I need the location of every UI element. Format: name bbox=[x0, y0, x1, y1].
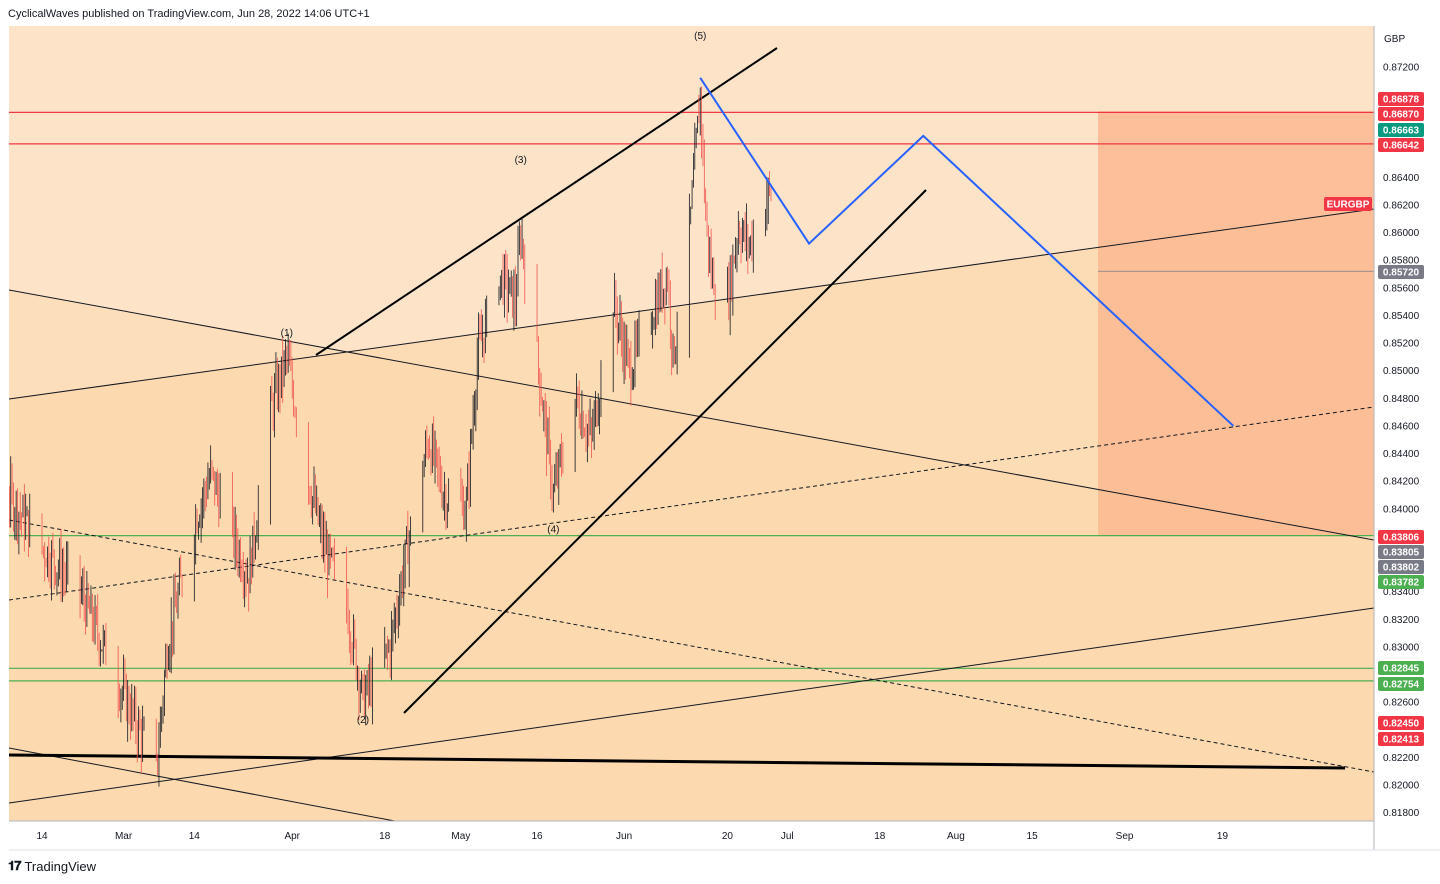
price-badge[interactable] bbox=[1378, 138, 1424, 152]
time-tick-label: 18 bbox=[379, 831, 391, 842]
price-badge[interactable] bbox=[1378, 575, 1424, 589]
price-badge-label: 0.85720 bbox=[1383, 268, 1420, 279]
wave-label: (5) bbox=[694, 31, 706, 42]
price-tick-label: 0.85400 bbox=[1383, 311, 1420, 322]
price-badge-label: 0.86870 bbox=[1383, 110, 1420, 121]
lower-descending-line[interactable] bbox=[9, 747, 400, 822]
footer: 𝟏𝟕 TradingView bbox=[8, 858, 96, 874]
price-tick-label: 0.82200 bbox=[1383, 753, 1420, 764]
price-badge[interactable] bbox=[1378, 732, 1424, 746]
price-tick-label: 0.84200 bbox=[1383, 477, 1420, 488]
price-tick-label: 0.83400 bbox=[1383, 587, 1420, 598]
time-tick-label: 16 bbox=[531, 831, 543, 842]
price-tick-label: 0.82600 bbox=[1383, 698, 1420, 709]
projection-path[interactable] bbox=[699, 77, 1235, 427]
wave-label: (4) bbox=[547, 524, 559, 535]
wave-2-4-line[interactable] bbox=[403, 189, 927, 714]
price-tick-label: 0.85000 bbox=[1383, 366, 1420, 377]
price-tick-label: 0.84600 bbox=[1383, 421, 1420, 432]
price-badge[interactable] bbox=[1378, 677, 1424, 691]
price-badge-label: 0.82845 bbox=[1383, 664, 1420, 675]
brand-name[interactable]: TradingView bbox=[24, 858, 97, 874]
price-badge-label: 0.86642 bbox=[1383, 141, 1420, 152]
time-tick-label: 18 bbox=[874, 831, 886, 842]
time-tick-label: 15 bbox=[1027, 831, 1039, 842]
dashed-trendline[interactable] bbox=[9, 406, 1374, 601]
wave-label: (1) bbox=[281, 328, 293, 339]
price-badge[interactable] bbox=[1378, 545, 1424, 559]
price-tick-label: 0.83200 bbox=[1383, 615, 1420, 626]
lower-channel-line[interactable] bbox=[9, 607, 1374, 804]
symbol-badge[interactable] bbox=[1324, 197, 1372, 211]
tradingview-logo-icon[interactable]: 𝟏𝟕 bbox=[8, 858, 22, 873]
time-tick-label: Jul bbox=[781, 831, 794, 842]
triangle-zone bbox=[9, 290, 1374, 821]
price-badge-label: 0.86878 bbox=[1383, 95, 1420, 106]
time-tick-label: 20 bbox=[722, 831, 734, 842]
price-tick-label: 0.86200 bbox=[1383, 200, 1420, 211]
price-badge-label: 0.83806 bbox=[1383, 533, 1420, 544]
time-tick-label: Apr bbox=[284, 831, 300, 842]
time-axis[interactable]: 14 Mar 14 Apr 18 May 16 Jun 20 Jul 18 Aug 15 Sep 19 bbox=[36, 831, 1228, 842]
price-tick-label: 0.84000 bbox=[1383, 504, 1420, 515]
time-tick-label: May bbox=[451, 831, 470, 842]
price-badge-label: 0.83782 bbox=[1383, 578, 1420, 589]
symbol-badge-label: EURGBP bbox=[1327, 200, 1370, 211]
projection-zone bbox=[1098, 111, 1374, 536]
price-tick-label: 0.81800 bbox=[1383, 808, 1420, 819]
price-badge-label: 0.82450 bbox=[1383, 719, 1420, 730]
time-tick-label: 14 bbox=[189, 831, 201, 842]
major-support-line[interactable] bbox=[9, 753, 1346, 770]
price-badge-label: 0.83805 bbox=[1383, 548, 1420, 559]
price-tick-label: 0.87200 bbox=[1383, 62, 1420, 73]
price-tick-label: 0.86400 bbox=[1383, 173, 1420, 184]
publisher-line: CyclicalWaves published on TradingView.c… bbox=[8, 8, 370, 20]
price-badge[interactable] bbox=[1378, 123, 1424, 137]
time-tick-label: Aug bbox=[947, 831, 965, 842]
time-tick-label: Jun bbox=[616, 831, 632, 842]
price-badge-label: 0.83802 bbox=[1383, 563, 1420, 574]
price-badge[interactable] bbox=[1378, 107, 1424, 121]
price-tick-label: 0.86000 bbox=[1383, 228, 1420, 239]
price-badge-label: 0.82413 bbox=[1383, 735, 1420, 746]
price-badge-label: 0.86663 bbox=[1383, 126, 1420, 137]
wave-label: (2) bbox=[357, 715, 369, 726]
price-badge[interactable] bbox=[1378, 265, 1424, 279]
price-badge[interactable] bbox=[1378, 661, 1424, 675]
price-badge[interactable] bbox=[1378, 92, 1424, 106]
time-tick-label: 14 bbox=[36, 831, 48, 842]
price-tick-label: 0.84800 bbox=[1383, 394, 1420, 405]
price-badge[interactable] bbox=[1378, 530, 1424, 544]
time-tick-label: Mar bbox=[115, 831, 133, 842]
price-tick-label: 0.85600 bbox=[1383, 283, 1420, 294]
price-tick-label: 0.84400 bbox=[1383, 449, 1420, 460]
time-tick-label: 19 bbox=[1217, 831, 1229, 842]
price-tick-label: 0.85800 bbox=[1383, 256, 1420, 267]
price-badge[interactable] bbox=[1378, 560, 1424, 574]
time-tick-label: Sep bbox=[1116, 831, 1134, 842]
price-tick-label: 0.85200 bbox=[1383, 339, 1420, 350]
price-badge-label: 0.82754 bbox=[1383, 680, 1420, 691]
price-tick-label: 0.82000 bbox=[1383, 781, 1420, 792]
wave-label: (3) bbox=[515, 155, 527, 166]
descending-trendline[interactable] bbox=[9, 289, 1374, 541]
price-badge[interactable] bbox=[1378, 716, 1424, 730]
price-axis[interactable]: GBP0.872000.864000.862000.860000.858000.… bbox=[1383, 34, 1420, 819]
price-tick-label: 0.83000 bbox=[1383, 642, 1420, 653]
currency-label: GBP bbox=[1384, 34, 1405, 45]
upper-channel-line[interactable] bbox=[9, 208, 1374, 400]
